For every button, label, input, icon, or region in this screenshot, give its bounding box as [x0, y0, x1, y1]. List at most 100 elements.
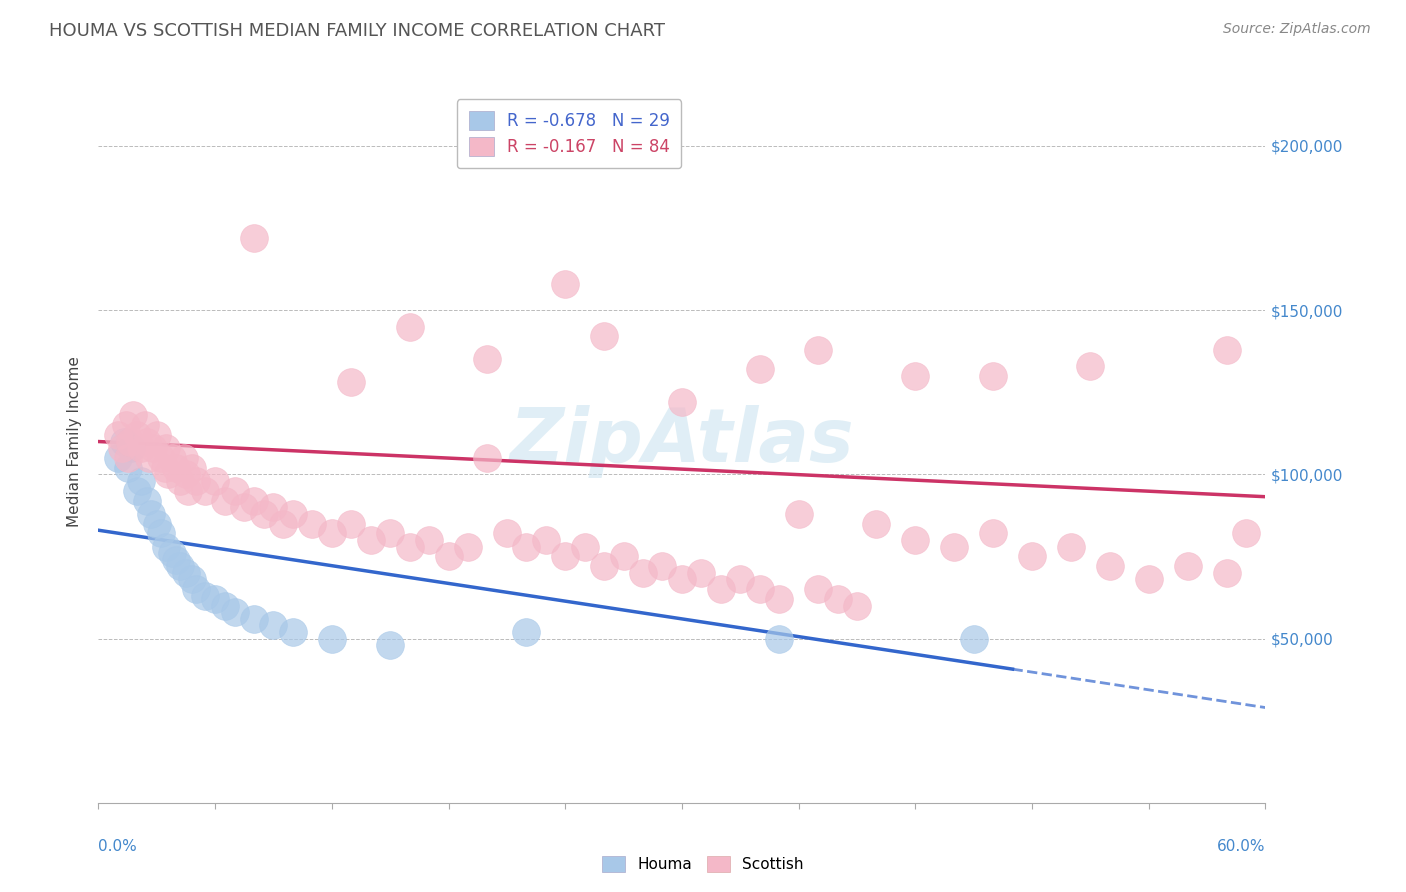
- Point: [496, 526, 519, 541]
- Point: [1215, 343, 1237, 357]
- Point: [768, 592, 790, 607]
- Point: [710, 582, 733, 597]
- Point: [281, 507, 304, 521]
- Point: [134, 418, 156, 433]
- Point: [253, 507, 276, 521]
- Point: [262, 500, 284, 515]
- Point: [243, 231, 266, 245]
- Point: [827, 592, 849, 607]
- Point: [554, 277, 576, 291]
- Point: [136, 434, 159, 449]
- Point: [1177, 559, 1199, 574]
- Point: [593, 329, 616, 343]
- Point: [127, 428, 149, 442]
- Point: [180, 460, 202, 475]
- Point: [690, 566, 713, 580]
- Point: [671, 573, 693, 587]
- Point: [574, 540, 596, 554]
- Point: [204, 592, 226, 607]
- Point: [321, 632, 343, 646]
- Point: [174, 467, 197, 482]
- Point: [962, 632, 984, 646]
- Point: [233, 500, 256, 515]
- Y-axis label: Median Family Income: Median Family Income: [67, 356, 83, 527]
- Point: [165, 460, 187, 475]
- Point: [807, 582, 830, 597]
- Point: [162, 450, 184, 465]
- Point: [184, 474, 207, 488]
- Point: [1137, 573, 1160, 587]
- Text: Source: ZipAtlas.com: Source: ZipAtlas.com: [1223, 22, 1371, 37]
- Point: [1215, 566, 1237, 580]
- Point: [142, 441, 165, 455]
- Point: [194, 483, 217, 498]
- Point: [146, 428, 169, 442]
- Point: [477, 450, 499, 465]
- Point: [173, 450, 195, 465]
- Point: [515, 625, 537, 640]
- Text: 60.0%: 60.0%: [1218, 838, 1265, 854]
- Point: [271, 516, 294, 531]
- Point: [515, 540, 537, 554]
- Point: [204, 474, 226, 488]
- Point: [127, 483, 149, 498]
- Point: [768, 632, 790, 646]
- Point: [149, 526, 172, 541]
- Point: [138, 450, 160, 465]
- Point: [380, 526, 402, 541]
- Point: [321, 526, 343, 541]
- Point: [534, 533, 557, 547]
- Point: [1098, 559, 1121, 574]
- Point: [904, 533, 927, 547]
- Point: [136, 493, 159, 508]
- Point: [865, 516, 887, 531]
- Point: [114, 418, 136, 433]
- Point: [112, 434, 135, 449]
- Point: [194, 589, 217, 603]
- Point: [169, 474, 191, 488]
- Point: [214, 599, 236, 613]
- Point: [730, 573, 752, 587]
- Point: [631, 566, 654, 580]
- Point: [981, 368, 1004, 383]
- Point: [281, 625, 304, 640]
- Point: [943, 540, 966, 554]
- Point: [165, 553, 187, 567]
- Point: [155, 441, 177, 455]
- Point: [243, 612, 266, 626]
- Point: [748, 362, 770, 376]
- Point: [398, 540, 420, 554]
- Point: [157, 467, 180, 482]
- Point: [224, 483, 246, 498]
- Point: [107, 428, 129, 442]
- Point: [477, 352, 499, 367]
- Point: [149, 450, 172, 465]
- Point: [437, 549, 460, 564]
- Point: [457, 540, 479, 554]
- Text: HOUMA VS SCOTTISH MEDIAN FAMILY INCOME CORRELATION CHART: HOUMA VS SCOTTISH MEDIAN FAMILY INCOME C…: [49, 22, 665, 40]
- Point: [180, 573, 202, 587]
- Point: [121, 441, 143, 455]
- Point: [1021, 549, 1043, 564]
- Point: [418, 533, 440, 547]
- Point: [155, 540, 177, 554]
- Point: [117, 450, 139, 465]
- Point: [214, 493, 236, 508]
- Text: 0.0%: 0.0%: [98, 838, 138, 854]
- Point: [169, 559, 191, 574]
- Point: [807, 343, 830, 357]
- Point: [243, 493, 266, 508]
- Point: [162, 546, 184, 560]
- Point: [1234, 526, 1257, 541]
- Legend: Houma, Scottish: Houma, Scottish: [595, 848, 811, 880]
- Point: [129, 474, 152, 488]
- Point: [340, 376, 363, 390]
- Point: [153, 460, 176, 475]
- Text: ZipAtlas: ZipAtlas: [509, 405, 855, 478]
- Point: [117, 460, 139, 475]
- Point: [651, 559, 673, 574]
- Point: [554, 549, 576, 564]
- Point: [340, 516, 363, 531]
- Point: [1080, 359, 1102, 373]
- Point: [398, 319, 420, 334]
